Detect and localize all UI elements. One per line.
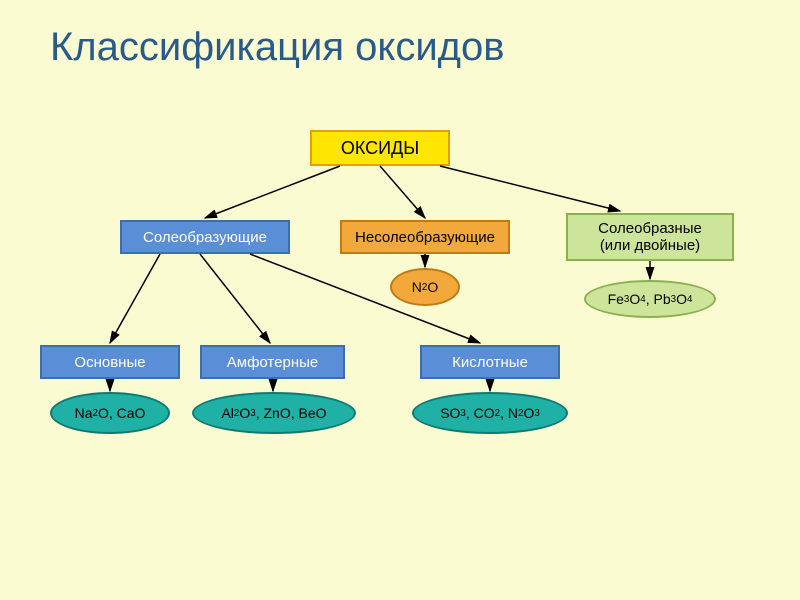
node-acidic: Кислотные <box>420 345 560 379</box>
node-oxides: ОКСИДЫ <box>310 130 450 166</box>
example-na2o: Na2O, CaO <box>50 392 170 434</box>
node-double-salt: Солеобразные(или двойные) <box>566 213 734 261</box>
node-basic: Основные <box>40 345 180 379</box>
node-amphoteric: Амфотерные <box>200 345 345 379</box>
example-so3: SO3, CO2, N2O3 <box>412 392 568 434</box>
node-salt-forming: Солеобразующие <box>120 220 290 254</box>
example-fe3o4: Fe3O4, Pb3O4 <box>584 280 716 318</box>
node-non-salt: Несолеобразующие <box>340 220 510 254</box>
example-n2o: N2O <box>390 268 460 306</box>
example-al2o3: Al2O3, ZnO, BeO <box>192 392 356 434</box>
page-title: Классификация оксидов <box>50 25 505 70</box>
